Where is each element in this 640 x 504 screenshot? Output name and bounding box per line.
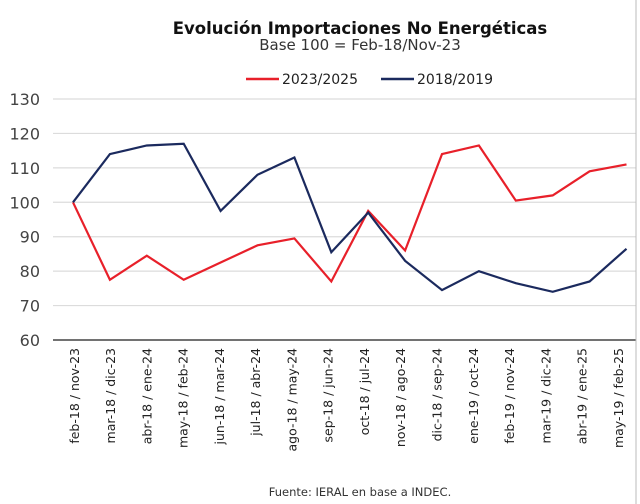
x-tick-label: abr-18 / ene-24 (139, 348, 154, 444)
x-tick-label: abr-19 / ene-25 (575, 348, 590, 444)
x-tick-label: sep-18 / jun-24 (321, 348, 336, 442)
x-tick-label: jul-18 / abr-24 (248, 348, 263, 437)
y-tick-label: 120 (9, 124, 40, 143)
x-tick-label: oct-18 / jul-24 (357, 348, 372, 435)
x-tick-label: feb-18 / nov-23 (67, 348, 82, 444)
legend-label-2023-2025: 2023/2025 (282, 72, 358, 88)
x-tick-label: jun-18 / mar-24 (212, 348, 227, 446)
x-tick-label: ene-19 / oct-24 (466, 348, 481, 444)
y-tick-label: 70 (20, 297, 40, 316)
x-tick-label: dic-18 / sep-24 (429, 348, 444, 441)
y-tick-label: 60 (20, 331, 40, 350)
x-tick-label: mar-18 / dic-23 (103, 348, 118, 443)
x-tick-label: ago-18 / may-24 (284, 348, 299, 452)
y-tick-label: 110 (9, 159, 40, 178)
x-tick-label: feb-19 / nov-24 (502, 348, 517, 444)
series-line-2018-2019 (72, 142, 628, 293)
y-tick-label: 130 (9, 90, 40, 109)
y-tick-label: 90 (20, 228, 40, 247)
x-tick-label: may-19 / feb-25 (611, 348, 626, 448)
chart-subtitle: Base 100 = Feb-18/Nov-23 (259, 36, 461, 54)
x-tick-label: nov-18 / ago-24 (393, 348, 408, 447)
x-tick-label: mar-19 / dic-24 (538, 348, 553, 443)
legend-label-2018-2019: 2018/2019 (417, 72, 493, 88)
y-tick-label: 80 (20, 262, 40, 281)
y-tick-label: 100 (9, 193, 40, 212)
x-tick-label: may-18 / feb-24 (176, 348, 191, 448)
source-note: Fuente: IERAL en base a INDEC. (269, 485, 451, 499)
series-line-2023-2025 (72, 144, 627, 284)
chart-title: Evolución Importaciones No Energéticas (173, 19, 548, 38)
